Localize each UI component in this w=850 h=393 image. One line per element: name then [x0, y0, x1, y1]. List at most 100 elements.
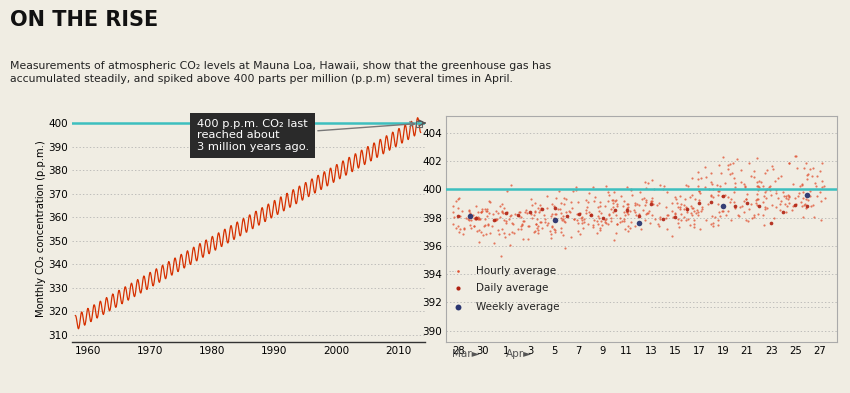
- Point: [728, 199, 741, 206]
- Point: [640, 199, 654, 206]
- Point: [515, 222, 529, 228]
- Point: [620, 228, 634, 234]
- Point: [782, 200, 796, 206]
- Point: [599, 220, 613, 226]
- Point: [636, 207, 649, 213]
- Point: [580, 204, 593, 210]
- Point: [528, 209, 541, 215]
- Point: [482, 209, 496, 216]
- Point: [756, 183, 769, 189]
- Point: [593, 227, 607, 233]
- Point: [806, 202, 819, 209]
- Point: [780, 203, 794, 209]
- Point: [630, 201, 643, 207]
- Point: [522, 223, 536, 230]
- Point: [735, 203, 749, 209]
- Point: [670, 196, 683, 202]
- Point: [687, 217, 700, 223]
- Point: [554, 228, 568, 235]
- Point: [606, 196, 620, 203]
- Point: [469, 213, 483, 220]
- Point: [446, 221, 460, 227]
- Point: [584, 212, 598, 219]
- Point: [759, 195, 773, 202]
- Point: [522, 236, 536, 242]
- Point: [751, 196, 764, 202]
- Point: [656, 186, 670, 192]
- Point: [537, 212, 551, 219]
- Point: [790, 165, 804, 171]
- Point: [500, 209, 513, 216]
- Point: [692, 197, 706, 203]
- Point: [556, 216, 570, 222]
- Point: [601, 189, 615, 195]
- Point: [575, 217, 588, 224]
- Point: [682, 216, 695, 222]
- Point: [802, 171, 815, 177]
- Point: [801, 203, 814, 209]
- Point: [591, 213, 604, 219]
- Point: [650, 202, 664, 209]
- Point: [604, 215, 617, 221]
- Point: [594, 218, 608, 224]
- Point: [598, 219, 612, 225]
- Point: [745, 215, 759, 221]
- Point: [451, 285, 465, 291]
- Point: [451, 196, 465, 202]
- Point: [554, 210, 568, 217]
- Point: [549, 195, 563, 201]
- Point: [608, 207, 621, 213]
- Point: [750, 155, 763, 161]
- Point: [533, 207, 547, 213]
- Point: [452, 195, 466, 201]
- Point: [761, 167, 774, 173]
- Point: [774, 198, 787, 204]
- Point: [479, 208, 492, 214]
- Point: [782, 194, 796, 200]
- Point: [553, 206, 567, 212]
- Point: [673, 193, 687, 199]
- Point: [777, 193, 790, 200]
- Point: [618, 212, 632, 218]
- Point: [571, 220, 585, 226]
- Point: [530, 224, 544, 231]
- Point: [763, 187, 777, 193]
- Point: [791, 193, 805, 199]
- Point: [702, 186, 716, 192]
- Point: [469, 216, 483, 222]
- Point: [477, 222, 490, 229]
- Point: [532, 209, 546, 216]
- Point: [728, 180, 741, 186]
- Point: [643, 220, 657, 226]
- Point: [706, 220, 719, 226]
- Point: [594, 209, 608, 216]
- Point: [639, 211, 653, 217]
- Point: [801, 192, 814, 198]
- Point: [776, 208, 790, 215]
- Point: [706, 223, 719, 230]
- Point: [740, 200, 754, 206]
- Point: [580, 206, 593, 213]
- Point: [530, 216, 543, 222]
- Point: [566, 188, 580, 194]
- Point: [497, 205, 511, 211]
- Point: [479, 221, 492, 228]
- Point: [555, 217, 569, 223]
- Point: [808, 180, 822, 186]
- Point: [693, 226, 706, 232]
- Point: [679, 217, 693, 223]
- Point: [547, 217, 561, 224]
- Point: [759, 186, 773, 193]
- Point: [765, 202, 779, 208]
- Point: [609, 230, 623, 236]
- Point: [728, 202, 742, 209]
- Point: [608, 189, 621, 195]
- Point: [547, 202, 561, 209]
- Point: [760, 204, 774, 211]
- Point: [690, 207, 704, 213]
- Point: [776, 189, 790, 195]
- Point: [789, 201, 802, 208]
- Point: [490, 217, 503, 223]
- Point: [536, 225, 549, 231]
- Point: [726, 160, 740, 167]
